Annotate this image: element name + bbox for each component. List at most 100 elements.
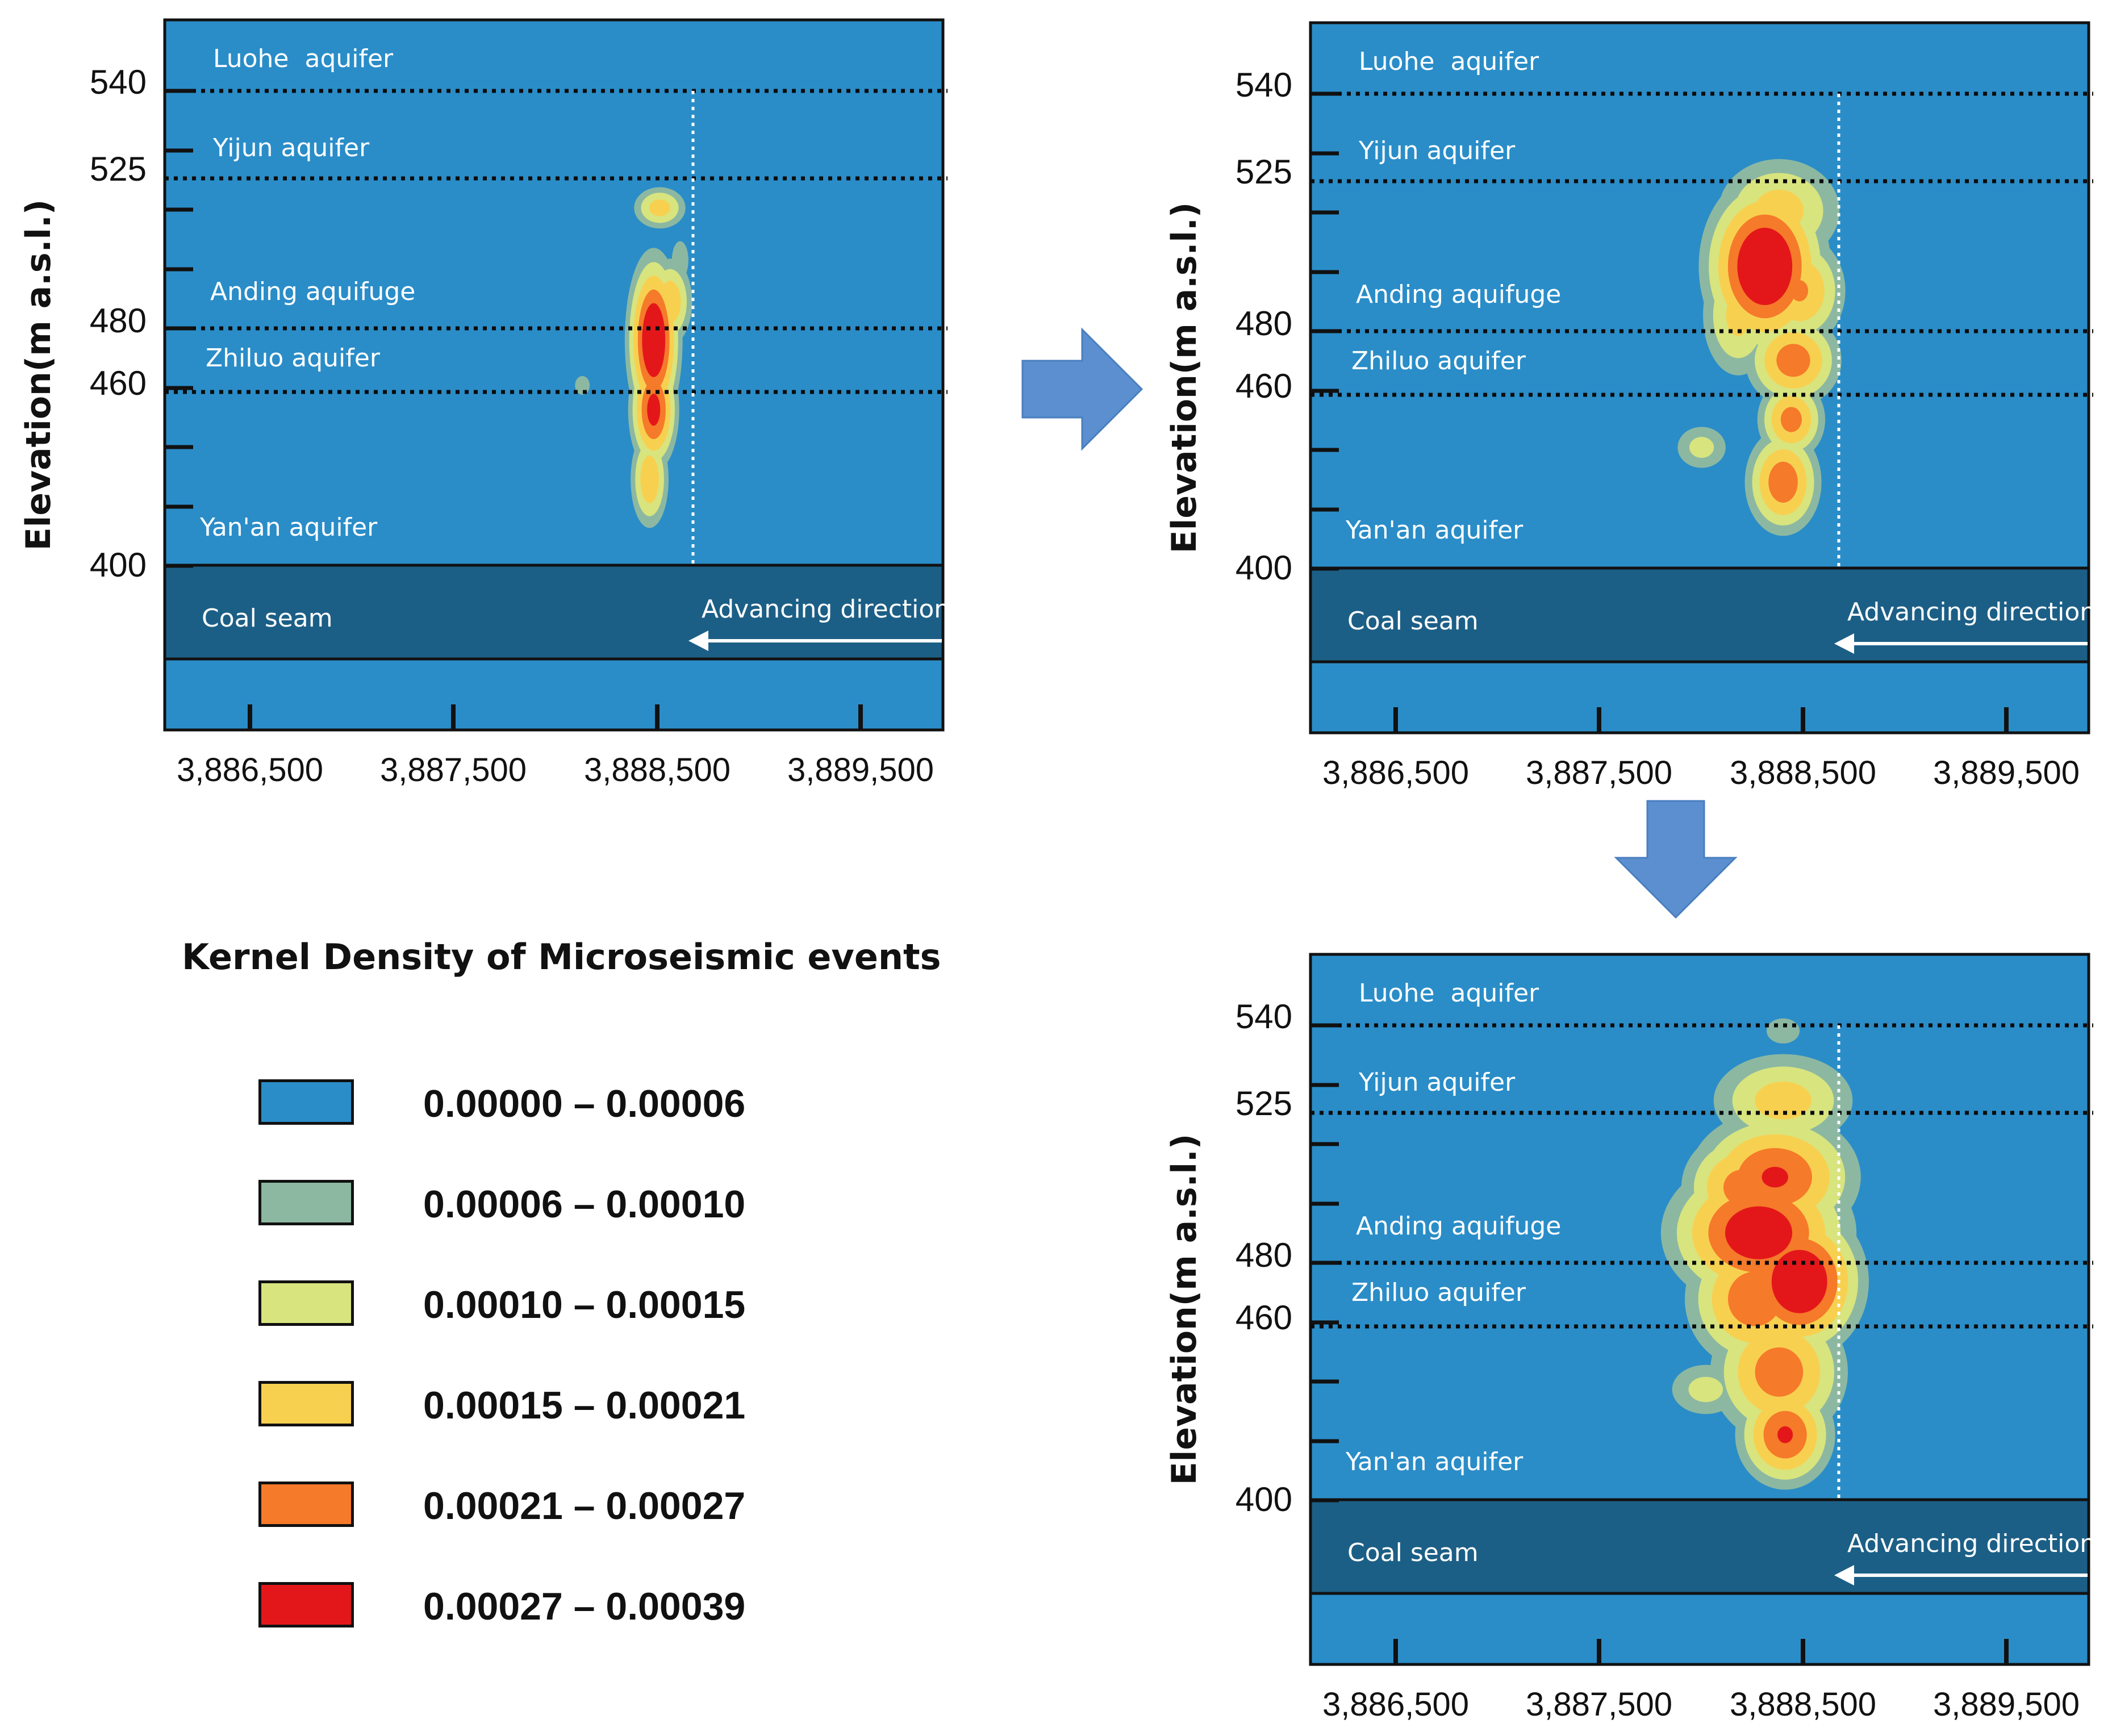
stratum-label-luohe: Luohe aquifer [1359, 47, 1539, 76]
density-contour [649, 199, 670, 216]
y-tick-label-540: 540 [90, 63, 147, 101]
density-panel-2: Luohe aquifer Yijun aquifer Anding aquif… [1164, 21, 2096, 791]
density-contour [1727, 1271, 1781, 1326]
legend-label: 0.00021 – 0.00027 [423, 1484, 746, 1528]
x-tick-label: 3,887,500 [1526, 1686, 1672, 1723]
density-contour [1790, 280, 1809, 302]
density-contour [1777, 1426, 1793, 1443]
y-tick-label-460: 460 [1236, 1299, 1292, 1337]
legend-swatch [258, 1180, 354, 1225]
stratum-label-zhiluo: Zhiluo aquifer [206, 344, 381, 373]
y-tick-label-540: 540 [1236, 66, 1292, 104]
x-tick-label: 3,889,500 [1933, 754, 2080, 791]
y-tick-label-525: 525 [1236, 153, 1292, 191]
y-tick-label-460: 460 [90, 364, 147, 402]
x-tick-label: 3,889,500 [787, 752, 934, 788]
y-tick-label-400: 400 [1236, 1480, 1292, 1518]
y-tick-label-400: 400 [1236, 549, 1292, 587]
stratum-label-anding: Anding aquifuge [210, 277, 415, 306]
x-tick-label: 3,886,500 [1322, 1686, 1469, 1723]
density-contour [1776, 344, 1810, 377]
density-contour [1771, 1250, 1827, 1313]
stratum-label-yanan: Yan'an aquifer [199, 513, 378, 542]
stratum-label-yanan: Yan'an aquifer [1345, 516, 1524, 545]
legend-label: 0.00015 – 0.00021 [423, 1384, 746, 1427]
plot-frame [1309, 21, 2090, 735]
x-tick-label: 3,886,500 [177, 752, 323, 788]
advancing-direction-label: Advancing direction [1847, 1529, 2096, 1558]
legend-label: 0.00010 – 0.00015 [423, 1283, 746, 1326]
y-tick-label-480: 480 [90, 302, 147, 340]
advancing-direction-label: Advancing direction [702, 595, 950, 624]
advancing-arrow-icon [1834, 633, 1854, 654]
stratum-label-luohe: Luohe aquifer [213, 44, 394, 73]
stratum-label-anding: Anding aquifuge [1356, 280, 1561, 309]
density-contour [1762, 1166, 1788, 1188]
density-panel-3: Luohe aquifer Yijun aquifer Anding aquif… [1164, 953, 2096, 1723]
density-contour [1755, 1082, 1812, 1120]
x-tick-label: 3,888,500 [1730, 754, 1876, 791]
advancing-arrow-icon [1834, 1565, 1854, 1585]
density-contour [640, 455, 659, 503]
plot-frame [163, 18, 945, 732]
x-tick-label: 3,888,500 [1730, 1686, 1876, 1723]
advancing-direction-label: Advancing direction [1847, 598, 2096, 627]
legend-item: 0.00000 – 0.00006 [258, 1079, 770, 1130]
density-contour [642, 303, 666, 377]
stratum-label-luohe: Luohe aquifer [1359, 979, 1539, 1008]
density-contour [1689, 437, 1714, 458]
density-contour [1737, 227, 1793, 306]
y-tick-label-460: 460 [1236, 367, 1292, 405]
y-tick-label-525: 525 [1236, 1084, 1292, 1122]
legend-swatch [258, 1582, 354, 1628]
density-contour [1755, 1347, 1804, 1397]
y-tick-label-540: 540 [1236, 998, 1292, 1036]
x-tick-label: 3,887,500 [1526, 754, 1672, 791]
legend-swatch [258, 1079, 354, 1125]
x-tick-label: 3,887,500 [380, 752, 527, 788]
stratum-label-yanan: Yan'an aquifer [1345, 1447, 1524, 1476]
y-tick-label-480: 480 [1236, 304, 1292, 343]
advancing-arrow-icon [688, 631, 708, 651]
x-tick-label: 3,889,500 [1933, 1686, 2080, 1723]
stratum-label-yijun: Yijun aquifer [1358, 1068, 1516, 1097]
legend-label: 0.00000 – 0.00006 [423, 1082, 746, 1125]
x-tick-label: 3,886,500 [1322, 754, 1469, 791]
legend-item: 0.00010 – 0.00015 [258, 1280, 770, 1332]
legend-swatch [258, 1280, 354, 1326]
coal-seam-label: Coal seam [1347, 607, 1479, 636]
density-contour [1768, 461, 1798, 503]
legend-item: 0.00006 – 0.00010 [258, 1180, 770, 1231]
density-contour [1766, 1018, 1800, 1044]
y-tick-label-525: 525 [90, 150, 147, 188]
legend-item: 0.00021 – 0.00027 [258, 1482, 770, 1533]
density-panel-1: Luohe aquifer Yijun aquifer Anding aquif… [19, 18, 950, 788]
y-axis-label: Elevation(m a.s.l.) [19, 199, 59, 550]
coal-seam-label: Coal seam [1347, 1538, 1479, 1567]
density-contour [1780, 407, 1802, 432]
coal-seam-band [1309, 566, 2090, 663]
coal-seam-label: Coal seam [202, 604, 333, 633]
density-contour [1723, 1169, 1762, 1206]
legend-label: 0.00027 – 0.00039 [423, 1585, 746, 1628]
stratum-label-zhiluo: Zhiluo aquifer [1351, 347, 1526, 375]
right-arrow-icon [1021, 327, 1143, 451]
legend-label: 0.00006 – 0.00010 [423, 1183, 746, 1226]
down-arrow-icon [1614, 800, 1738, 919]
y-tick-label-480: 480 [1236, 1236, 1292, 1274]
stratum-label-yijun: Yijun aquifer [212, 133, 370, 162]
stratum-label-yijun: Yijun aquifer [1358, 136, 1516, 165]
y-axis-label: Elevation(m a.s.l.) [1164, 1134, 1204, 1485]
density-contour [647, 394, 661, 426]
stratum-label-zhiluo: Zhiluo aquifer [1351, 1278, 1526, 1307]
y-axis-label: Elevation(m a.s.l.) [1164, 202, 1204, 553]
plot-frame [1309, 953, 2090, 1666]
density-contour [1688, 1376, 1723, 1403]
legend-swatch [258, 1381, 354, 1426]
legend-item: 0.00027 – 0.00039 [258, 1582, 770, 1633]
density-contour [1725, 1206, 1793, 1259]
legend-title: Kernel Density of Microseismic events [182, 936, 941, 978]
y-tick-label-400: 400 [90, 546, 147, 584]
legend-swatch [258, 1482, 354, 1527]
